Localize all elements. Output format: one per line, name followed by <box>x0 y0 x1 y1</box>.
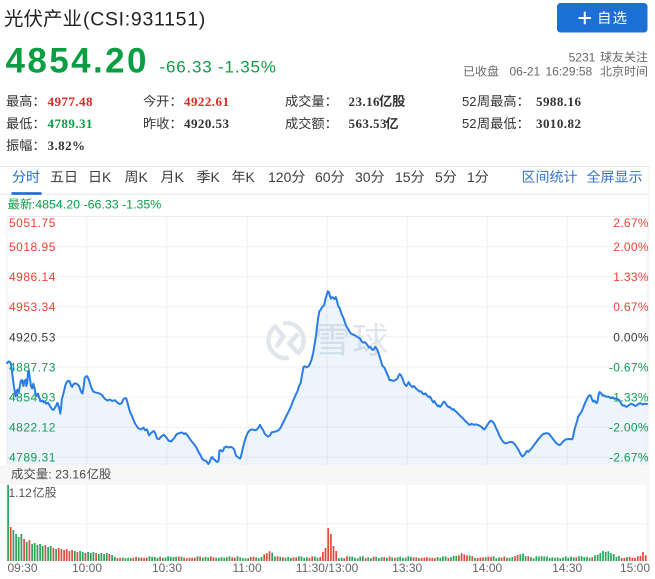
svg-text:5231: 5231 <box>569 50 596 64</box>
svg-text:23.16: 23.16 <box>349 94 381 109</box>
svg-text:16:29:58: 16:29:58 <box>546 65 593 79</box>
svg-text:4887.73: 4887.73 <box>9 360 56 374</box>
svg-text:1.12: 1.12 <box>9 486 33 500</box>
svg-text:4854.20: 4854.20 <box>6 42 149 81</box>
svg-text:K: K <box>175 169 185 185</box>
svg-text:5018.95: 5018.95 <box>9 240 56 254</box>
svg-text:4789.31: 4789.31 <box>9 451 56 465</box>
svg-text:14:00: 14:00 <box>472 561 502 575</box>
svg-text:13:30: 13:30 <box>392 561 422 575</box>
svg-text:K: K <box>139 169 149 185</box>
svg-text:3010.82: 3010.82 <box>536 116 581 131</box>
svg-text:4977.48: 4977.48 <box>48 94 93 109</box>
svg-text:(CSI:931151): (CSI:931151) <box>83 9 206 31</box>
svg-text:11:30/13:00: 11:30/13:00 <box>296 561 359 575</box>
svg-text:30: 30 <box>355 169 371 185</box>
svg-text:4920.53: 4920.53 <box>184 116 229 131</box>
svg-text::4854.20 -66.33 -1.35%: :4854.20 -66.33 -1.35% <box>32 198 162 212</box>
svg-text:-1.33%: -1.33% <box>609 391 649 405</box>
svg-text:-0.67%: -0.67% <box>609 360 649 374</box>
svg-text:09:30: 09:30 <box>8 561 38 575</box>
svg-text:4920.53: 4920.53 <box>9 330 56 344</box>
svg-text:K: K <box>102 169 112 185</box>
svg-text:4953.34: 4953.34 <box>9 300 56 314</box>
svg-text:-2.00%: -2.00% <box>609 421 649 435</box>
svg-text:K: K <box>246 169 256 185</box>
svg-text:5: 5 <box>435 169 443 185</box>
svg-text:2.67%: 2.67% <box>613 216 649 230</box>
svg-text:4822.12: 4822.12 <box>9 421 56 435</box>
svg-text:4789.31: 4789.31 <box>48 116 93 131</box>
svg-text:11:00: 11:00 <box>233 561 262 575</box>
svg-text:14:30: 14:30 <box>552 561 582 575</box>
svg-text:15: 15 <box>395 169 411 185</box>
svg-text:10:00: 10:00 <box>72 561 102 575</box>
svg-text:: 23.16: : 23.16 <box>48 467 86 481</box>
svg-text:563.53: 563.53 <box>349 116 388 131</box>
svg-text:-2.67%: -2.67% <box>609 451 649 465</box>
svg-text:1.33%: 1.33% <box>613 270 649 284</box>
svg-text:2.00%: 2.00% <box>613 240 649 254</box>
svg-text:4986.14: 4986.14 <box>9 270 56 284</box>
svg-text:1: 1 <box>467 169 475 185</box>
svg-text:120: 120 <box>268 169 292 185</box>
svg-text:52: 52 <box>462 94 476 109</box>
svg-text:52: 52 <box>462 116 476 131</box>
svg-text:06-21: 06-21 <box>510 65 541 79</box>
svg-text:5051.75: 5051.75 <box>9 216 56 230</box>
svg-text:15:00: 15:00 <box>620 561 650 575</box>
svg-text:10:30: 10:30 <box>152 561 182 575</box>
svg-text:4922.61: 4922.61 <box>184 94 229 109</box>
svg-text:K: K <box>211 169 221 185</box>
svg-text:-66.33 -1.35%: -66.33 -1.35% <box>160 57 277 76</box>
svg-text:0.67%: 0.67% <box>613 300 649 314</box>
svg-text:0.00%: 0.00% <box>613 330 649 344</box>
svg-text:3.82%: 3.82% <box>48 138 86 153</box>
svg-text:60: 60 <box>315 169 331 185</box>
svg-text:5988.16: 5988.16 <box>536 94 581 109</box>
